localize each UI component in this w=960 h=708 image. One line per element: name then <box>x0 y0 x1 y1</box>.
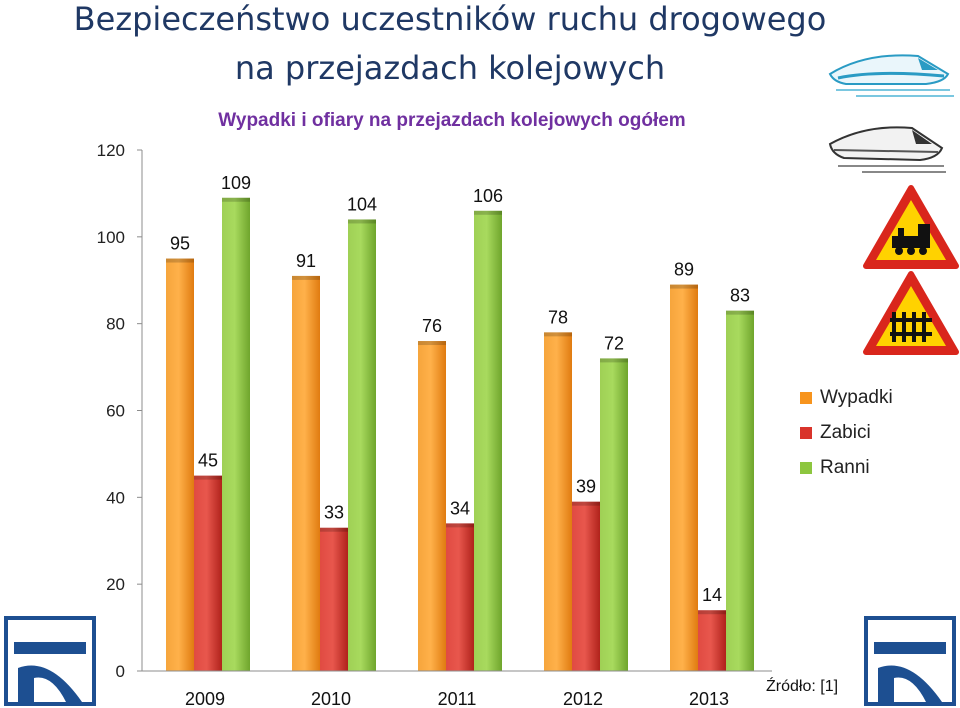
bar-wypadki <box>544 332 572 671</box>
data-label-zabici: 33 <box>324 503 344 523</box>
data-label-ranni: 109 <box>221 173 251 193</box>
bar-zabici <box>446 523 474 671</box>
x-tick-label: 2010 <box>311 689 351 708</box>
data-label-ranni: 83 <box>730 286 750 306</box>
data-label-wypadki: 89 <box>674 260 694 280</box>
data-label-zabici: 34 <box>450 498 470 518</box>
railway-crossing-sign-icon <box>863 271 959 355</box>
bar-wypadki <box>670 284 698 671</box>
legend-label-ranni: Ranni <box>820 456 870 478</box>
x-tick-label: 2011 <box>438 689 477 708</box>
y-tick-label: 0 <box>116 662 125 681</box>
bar-zabici <box>698 610 726 671</box>
bar-cap-wypadki <box>670 284 698 289</box>
data-label-zabici: 39 <box>576 477 596 497</box>
bar-ranni <box>474 210 502 672</box>
bar-cap-zabici <box>194 475 222 480</box>
data-label-zabici: 45 <box>198 451 218 471</box>
pkp-logo-icon <box>4 616 96 706</box>
x-tick-label: 2012 <box>563 689 603 708</box>
y-tick-label: 100 <box>97 228 125 247</box>
y-tick-label: 60 <box>106 402 125 421</box>
legend-label-wypadki: Wypadki <box>820 386 893 408</box>
page-title: Bezpieczeństwo uczestników ruchu drogowe… <box>73 0 827 38</box>
data-label-zabici: 14 <box>702 585 722 605</box>
source-note: Źródło: [1] <box>766 678 839 695</box>
bar-wypadki <box>418 341 446 671</box>
bar-cap-ranni <box>726 310 754 315</box>
legend-swatch-wypadki <box>800 391 812 404</box>
data-label-ranni: 72 <box>604 333 624 353</box>
train-icon <box>828 126 946 173</box>
legend-item-zabici: Zabici <box>800 415 893 450</box>
y-tick-label: 40 <box>106 488 125 507</box>
x-tick-label: 2013 <box>689 689 729 708</box>
y-axis: 0 20 40 60 80 100 120 <box>97 141 143 681</box>
data-label-ranni: 104 <box>347 194 377 214</box>
legend-item-ranni: Ranni <box>800 450 893 485</box>
bar-cap-wypadki <box>418 341 446 346</box>
bar-ranni <box>600 358 628 671</box>
pkp-logo-icon <box>864 616 956 706</box>
bar-ranni <box>222 197 250 671</box>
page-title-line2: na przejazdach kolejowych <box>234 49 666 87</box>
data-label-wypadki: 95 <box>170 234 190 254</box>
data-label-wypadki: 91 <box>296 251 316 271</box>
bar-cap-wypadki <box>292 275 320 280</box>
data-label-wypadki: 76 <box>422 316 442 336</box>
bar-cap-ranni <box>600 358 628 363</box>
bar-ranni <box>348 219 376 671</box>
bar-wypadki <box>292 275 320 671</box>
bar-cap-zabici <box>698 610 726 615</box>
bar-zabici <box>194 475 222 671</box>
x-axis: 2009 2010 2011 2012 2013 <box>142 670 772 708</box>
y-tick-label: 20 <box>106 575 125 594</box>
bar-cap-zabici <box>446 523 474 528</box>
data-label-ranni: 106 <box>473 186 503 206</box>
chart-title: Wypadki i ofiary na przejazdach kolejowy… <box>218 110 685 131</box>
bar-ranni <box>726 310 754 671</box>
railway-crossing-sign-icon <box>863 185 959 269</box>
bar-cap-ranni <box>474 210 502 215</box>
bar-zabici <box>320 527 348 671</box>
data-label-wypadki: 78 <box>548 307 568 327</box>
bar-cap-wypadki <box>544 332 572 337</box>
bar-cap-wypadki <box>166 258 194 263</box>
legend: Wypadki Zabici Ranni <box>800 380 893 485</box>
legend-swatch-ranni <box>800 461 812 474</box>
x-tick-label: 2009 <box>185 689 225 708</box>
legend-swatch-zabici <box>800 426 812 439</box>
train-icon <box>828 54 954 97</box>
bars: 95 91 76 78 89 45 33 34 39 14 109 104 106 72 83 <box>166 173 754 672</box>
bar-cap-ranni <box>222 197 250 202</box>
legend-label-zabici: Zabici <box>820 421 871 443</box>
bar-cap-zabici <box>572 501 600 506</box>
bar-cap-ranni <box>348 219 376 224</box>
bar-zabici <box>572 501 600 671</box>
bar-cap-zabici <box>320 527 348 532</box>
y-tick-label: 120 <box>97 141 125 160</box>
y-tick-label: 80 <box>106 315 125 334</box>
bar-wypadki <box>166 258 194 671</box>
legend-item-wypadki: Wypadki <box>800 380 893 415</box>
